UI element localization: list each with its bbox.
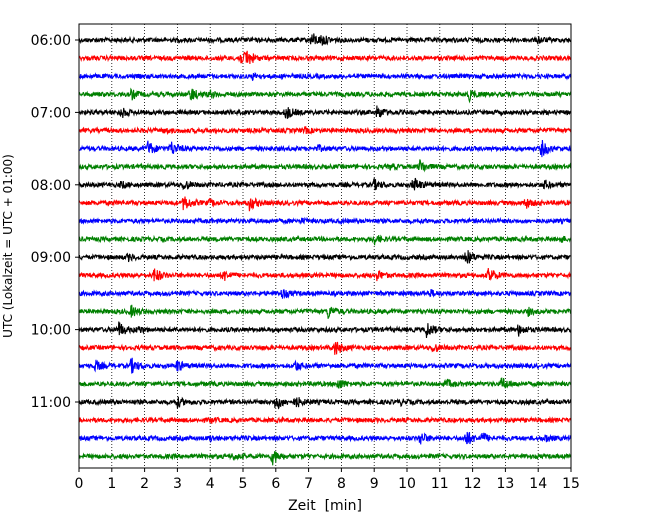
x-tick-label: 3 bbox=[173, 476, 182, 492]
trace-0700 bbox=[78, 105, 572, 119]
x-tick-label: 11 bbox=[431, 476, 449, 492]
x-axis-label: Zeit [min] bbox=[288, 498, 362, 514]
trace-0715 bbox=[78, 126, 572, 136]
trace-0815 bbox=[78, 196, 572, 212]
x-tick-label: 2 bbox=[140, 476, 149, 492]
trace-0900 bbox=[78, 250, 572, 264]
trace-0600 bbox=[78, 33, 572, 46]
y-tick-label: 06:00 bbox=[31, 33, 71, 49]
trace-0915 bbox=[78, 268, 572, 282]
x-tick-label: 1 bbox=[107, 476, 116, 492]
x-tick-label: 8 bbox=[337, 476, 346, 492]
trace-1015 bbox=[78, 341, 572, 355]
y-tick-label: 07:00 bbox=[31, 105, 71, 121]
trace-1000 bbox=[78, 321, 572, 339]
y-tick-label: 10:00 bbox=[31, 323, 71, 339]
x-tick-label: 10 bbox=[398, 476, 416, 492]
trace-1045 bbox=[78, 377, 572, 389]
x-tick-label: 9 bbox=[370, 476, 379, 492]
seismic-traces bbox=[78, 33, 572, 466]
x-tick-label: 7 bbox=[304, 476, 313, 492]
y-tick-label: 11:00 bbox=[31, 395, 71, 411]
trace-1100 bbox=[78, 396, 572, 410]
y-tick-label: 09:00 bbox=[31, 250, 71, 266]
trace-1145 bbox=[78, 450, 572, 466]
x-axis-ticks: 0 1 2 3 4 5 6 7 8 9 10 11 12 13 14 15 bbox=[75, 468, 580, 492]
x-tick-label: 5 bbox=[239, 476, 248, 492]
trace-0730 bbox=[78, 139, 572, 158]
trace-0930 bbox=[78, 288, 572, 300]
y-axis-label: UTC (Lokalzeit = UTC + 01:00) bbox=[1, 154, 15, 338]
trace-1130 bbox=[78, 431, 572, 445]
trace-0845 bbox=[78, 234, 572, 246]
trace-0945 bbox=[78, 304, 572, 319]
trace-0615 bbox=[78, 50, 572, 65]
trace-0745 bbox=[78, 159, 572, 173]
plot-area-background bbox=[79, 24, 571, 468]
y-tick-label: 08:00 bbox=[31, 178, 71, 194]
y-axis-ticks: 06:00 07:00 08:00 09:00 10:00 11:00 bbox=[31, 33, 79, 411]
trace-1030 bbox=[78, 357, 572, 374]
x-grid-lines bbox=[111, 24, 539, 468]
x-tick-label: 0 bbox=[75, 476, 84, 492]
x-tick-label: 15 bbox=[562, 476, 580, 492]
trace-0630 bbox=[78, 72, 572, 82]
x-tick-label: 13 bbox=[496, 476, 514, 492]
trace-0800 bbox=[78, 176, 572, 191]
x-tick-label: 4 bbox=[206, 476, 215, 492]
plot-frame bbox=[78, 23, 572, 469]
x-tick-label: 14 bbox=[529, 476, 547, 492]
trace-1115 bbox=[78, 415, 572, 425]
x-tick-label: 6 bbox=[271, 476, 280, 492]
trace-0645 bbox=[78, 87, 572, 104]
trace-0830 bbox=[78, 216, 572, 226]
x-tick-label: 12 bbox=[464, 476, 482, 492]
